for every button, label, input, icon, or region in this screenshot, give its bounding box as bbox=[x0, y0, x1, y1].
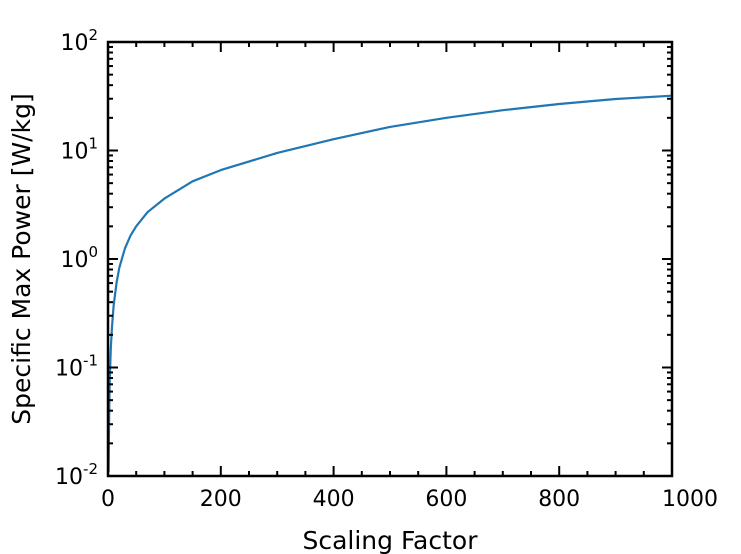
y-tick-label: 101 bbox=[60, 135, 98, 165]
y-tick-labels: 10-2 10-1 100 101 102 bbox=[55, 26, 98, 490]
x-tick-label: 200 bbox=[200, 487, 242, 512]
x-axis-label: Scaling Factor bbox=[302, 526, 478, 554]
ticks-layer bbox=[107, 41, 673, 477]
x-tick-labels: 0 200 400 600 800 1000 bbox=[101, 487, 718, 512]
y-tick-label: 100 bbox=[60, 243, 98, 273]
series-layer bbox=[107, 94, 674, 473]
x-tick-label: 600 bbox=[425, 487, 467, 512]
y-tick-label: 10-2 bbox=[55, 460, 98, 490]
x-tick-label: 1000 bbox=[662, 487, 718, 512]
series-line-0 bbox=[107, 94, 674, 473]
y-tick-label: 10-1 bbox=[55, 352, 98, 382]
y-axis-label: Specific Max Power [W/kg] bbox=[7, 93, 36, 424]
x-tick-label: 0 bbox=[101, 487, 115, 512]
x-tick-label: 400 bbox=[313, 487, 355, 512]
y-tick-label: 102 bbox=[60, 26, 98, 56]
x-tick-label: 800 bbox=[538, 487, 580, 512]
plot-frame bbox=[106, 40, 674, 478]
